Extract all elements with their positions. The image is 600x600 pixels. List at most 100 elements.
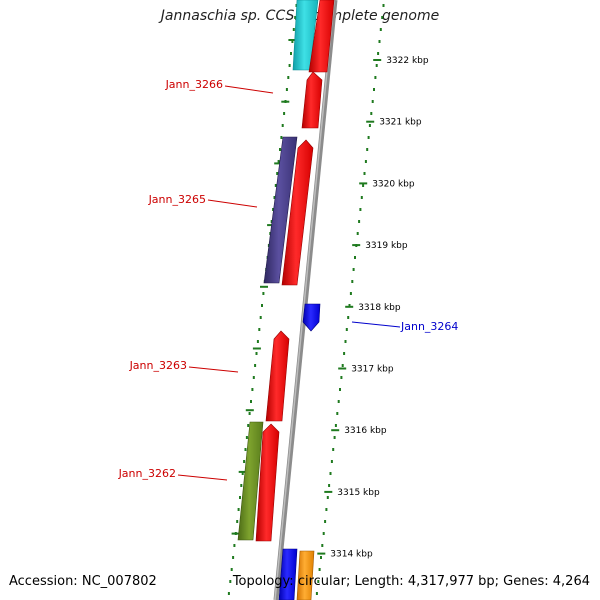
gene-arrow-red-top[interactable] (308, 0, 335, 73)
left-major-tick (245, 409, 254, 412)
gene-label-jann-3265[interactable]: Jann_3265 (148, 193, 206, 206)
length-value: 4,317,977 bp (407, 574, 495, 589)
accession-label: Accession: (9, 574, 78, 589)
gene-arrow-orange-bottom[interactable] (296, 550, 315, 600)
track-dot (374, 76, 377, 79)
track-dot (378, 40, 381, 43)
track-dot (354, 256, 356, 259)
track-dot (351, 280, 354, 283)
track-dot (236, 520, 239, 523)
gene-arrow-jann-3262-red[interactable] (255, 423, 280, 542)
left-major-tick (281, 100, 290, 103)
gene-arrow-blue-bottom[interactable] (278, 548, 298, 600)
track-dot (291, 40, 294, 43)
major-tick (345, 305, 354, 308)
track-dot (294, 16, 297, 19)
track-dot (277, 160, 280, 163)
leader-line-jann-3262 (177, 474, 228, 481)
genome-backbone (273, 0, 338, 600)
genome-backbone-highlight (274, 0, 335, 600)
gene-label-jann-3262[interactable]: Jann_3262 (118, 467, 176, 480)
track-dot (362, 184, 365, 187)
track-dot (377, 52, 380, 55)
track-dot (318, 568, 321, 571)
track-dot (250, 400, 252, 403)
gene-arrow-jann-3264[interactable] (302, 303, 321, 332)
track-dot (241, 472, 244, 475)
track-dot (333, 436, 336, 439)
track-dot (364, 160, 367, 163)
track-dot (348, 304, 351, 307)
gene-leader-lines (177, 85, 401, 481)
gene-labels: Jann_3266 Jann_3265 Jann_3264 Jann_3263 … (118, 78, 459, 480)
tick-label: 3322 kbp (386, 56, 429, 66)
tick-group: 3322 kbp 3321 kbp 3320 kbp 3319 kbp 3318 kbp… (231, 39, 429, 560)
gene-label-jann-3264[interactable]: Jann_3264 (400, 320, 458, 333)
track-dot (373, 88, 375, 91)
left-major-tick (267, 224, 276, 227)
track-dot (237, 508, 240, 511)
track-dot (244, 448, 247, 451)
major-tick (317, 552, 326, 555)
track-dot (258, 328, 261, 331)
gene-label-jann-3266[interactable]: Jann_3266 (165, 78, 223, 91)
tick-label: 3317 kbp (351, 365, 394, 375)
left-major-tick (274, 162, 283, 165)
gene-arrow-jann-3262-olive[interactable] (237, 421, 264, 541)
gene-arrow-jann-3265-red[interactable] (281, 139, 314, 286)
track-dot (368, 124, 371, 127)
gene-arrow-jann-3266[interactable] (301, 71, 323, 129)
track-dot (341, 364, 344, 367)
major-tick (338, 367, 347, 370)
track-dot (272, 208, 275, 211)
track-dot (261, 304, 263, 307)
track-dot (240, 484, 243, 487)
topology-value: circular (297, 574, 346, 589)
gene-arrow-jann-3263[interactable] (265, 330, 290, 422)
track-dot (375, 64, 378, 67)
track-dot (227, 592, 230, 595)
track-dot (332, 448, 335, 451)
gene-arrow-jann-3265-purple[interactable] (263, 136, 298, 284)
track-dot (229, 580, 232, 583)
tick-label: 3315 kbp (337, 488, 380, 498)
genes-label: Genes: (503, 574, 549, 589)
tick-label: 3320 kbp (372, 179, 415, 189)
track-dot (379, 28, 382, 31)
track-dot (270, 220, 273, 223)
track-dot (340, 376, 343, 379)
major-tick (366, 120, 375, 123)
track-dot (320, 556, 322, 559)
tick-label: 3321 kbp (379, 118, 422, 128)
track-dot (239, 496, 241, 499)
length-label: Length: (354, 574, 404, 589)
leader-line-jann-3266 (224, 85, 274, 94)
track-dot (245, 436, 248, 439)
track-dot (243, 460, 246, 463)
track-dot (254, 364, 257, 367)
leader-line-jann-3263 (188, 366, 239, 373)
gene-label-jann-3263[interactable]: Jann_3263 (129, 359, 187, 372)
track-dot (285, 88, 288, 91)
track-dot (330, 460, 333, 463)
track-dot (281, 124, 284, 127)
track-dot (290, 52, 292, 55)
gene-arrows (237, 0, 335, 600)
track-dot (273, 196, 276, 199)
track-dot (360, 196, 363, 199)
tick-label: 3319 kbp (365, 241, 408, 251)
leader-line-jann-3265 (207, 199, 258, 208)
track-dot (328, 484, 331, 487)
track-dot (287, 76, 290, 79)
track-dot (359, 208, 362, 211)
left-major-tick (238, 470, 247, 473)
topology-label: Topology: (232, 574, 294, 589)
track-dot (248, 412, 251, 415)
track-dot (352, 268, 355, 271)
major-tick (352, 244, 361, 247)
track-dot (345, 328, 348, 331)
track-dot (283, 112, 286, 115)
track-dot (232, 556, 235, 559)
track-dot (276, 172, 279, 175)
track-dot (363, 172, 366, 175)
